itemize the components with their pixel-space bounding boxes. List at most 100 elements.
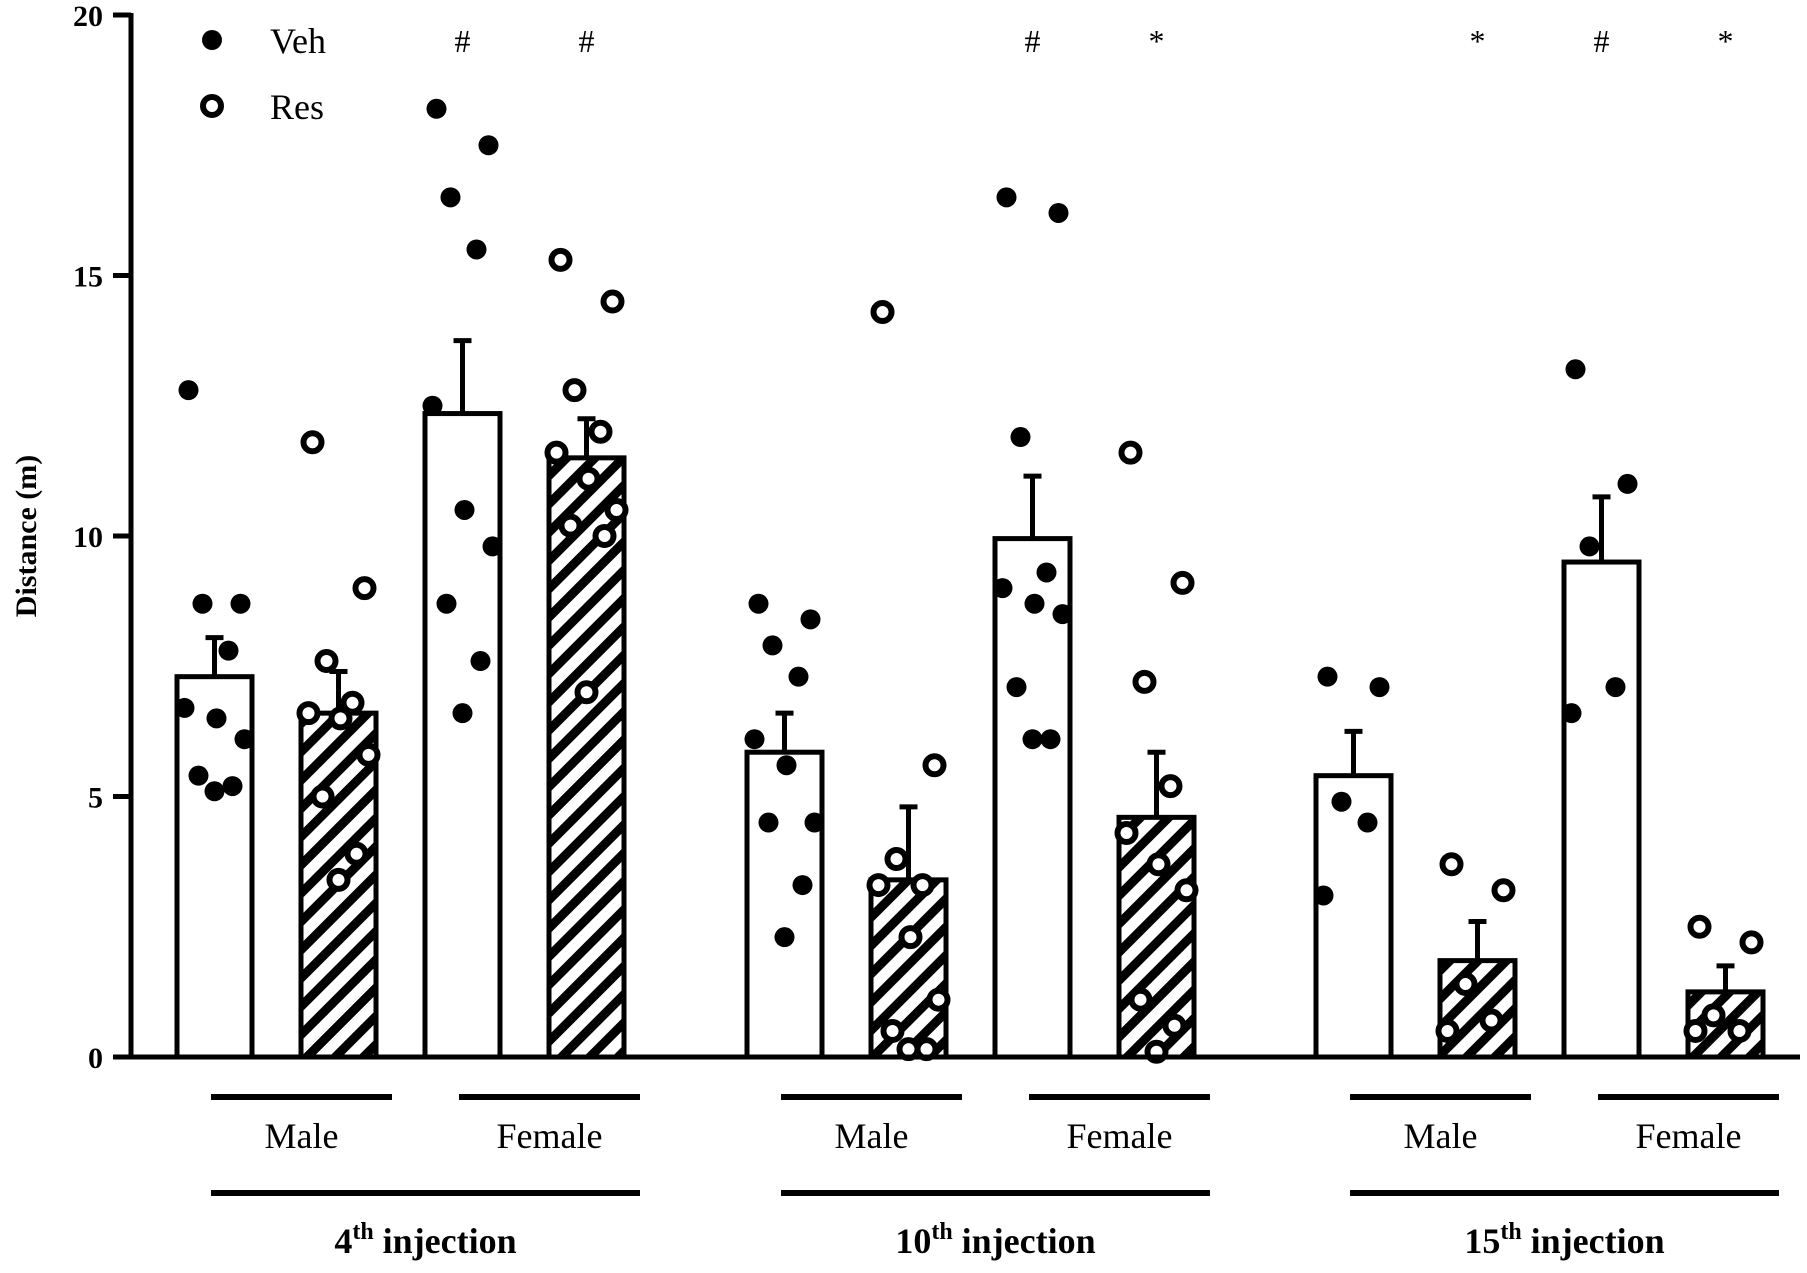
bar-inj2-male-veh (744, 749, 825, 1060)
data-point-inj2-female-veh-6 (1052, 604, 1073, 625)
data-point-inj2-female-veh-5 (1024, 593, 1045, 614)
data-point-inj1-male-res-6 (356, 742, 381, 767)
bar-inj3-male-veh (1313, 773, 1394, 1060)
data-point-inj2-female-veh-4 (992, 578, 1013, 599)
data-point-inj1-male-res-4 (296, 701, 321, 726)
data-point-inj3-female-veh-2 (1579, 536, 1600, 557)
data-point-inj3-male-res-1 (1491, 878, 1516, 903)
points-layer (174, 98, 1764, 1064)
sex-label-inj3-male: Male (1404, 1116, 1478, 1156)
bars-layer (174, 338, 1766, 1060)
significance-inj3-male-res: * (1470, 23, 1486, 59)
data-point-inj1-male-veh-7 (188, 765, 209, 786)
data-point-inj1-male-res-2 (314, 649, 339, 674)
labels-layer: Male # # Female 4th injection Male # * Female 10t… (211, 23, 1779, 1261)
sex-label-inj2-female: Female (1067, 1116, 1173, 1156)
data-point-inj1-male-veh-1 (230, 593, 251, 614)
significance-inj1-female-veh: # (455, 23, 471, 59)
data-point-inj2-male-veh-2 (762, 635, 783, 656)
data-point-inj3-female-res-0 (1687, 914, 1712, 939)
data-point-inj3-male-veh-4 (1313, 885, 1334, 906)
data-point-inj2-male-res-3 (910, 873, 935, 898)
legend: Veh Res (200, 21, 326, 127)
data-point-inj3-male-veh-3 (1357, 812, 1378, 833)
data-point-inj1-female-res-2 (562, 378, 587, 403)
data-point-inj1-female-res-6 (604, 497, 629, 522)
data-point-inj2-male-res-5 (898, 925, 923, 950)
data-point-inj1-male-veh-2 (192, 593, 213, 614)
sex-label-inj2-male: Male (835, 1116, 909, 1156)
data-point-inj1-female-res-0 (548, 247, 573, 272)
data-point-inj1-female-res-4 (544, 440, 569, 465)
data-point-inj3-male-veh-2 (1331, 791, 1352, 812)
data-point-inj2-female-veh-3 (1036, 562, 1057, 583)
data-point-inj1-female-res-7 (558, 513, 583, 538)
data-point-inj2-male-res-0 (870, 299, 895, 324)
y-tick-label-0: 0 (88, 1042, 103, 1075)
data-point-inj2-male-veh-0 (748, 593, 769, 614)
sex-label-inj1-male: Male (265, 1116, 339, 1156)
data-point-inj1-female-res-5 (576, 466, 601, 491)
data-point-inj2-female-res-8 (1162, 1013, 1187, 1038)
data-point-inj3-female-veh-3 (1605, 677, 1626, 698)
significance-inj2-female-veh: # (1025, 23, 1041, 59)
data-point-inj1-female-res-3 (588, 419, 613, 444)
data-point-inj1-male-res-1 (352, 576, 377, 601)
data-point-inj2-male-res-1 (922, 753, 947, 778)
data-point-inj3-female-res-1 (1739, 930, 1764, 955)
data-point-inj1-male-res-9 (326, 867, 351, 892)
data-point-inj2-male-veh-9 (774, 927, 795, 948)
data-point-inj1-female-res-9 (574, 680, 599, 705)
data-point-inj1-male-res-3 (340, 690, 365, 715)
legend-marker-veh (202, 30, 222, 50)
data-point-inj1-male-res-8 (344, 841, 369, 866)
data-point-inj1-female-veh-8 (470, 651, 491, 672)
data-point-inj2-male-veh-4 (744, 729, 765, 750)
y-tick-label-5: 5 (88, 782, 103, 815)
data-point-inj2-female-res-7 (1128, 987, 1153, 1012)
data-point-inj2-female-veh-0 (996, 187, 1017, 208)
data-point-inj1-male-res-0 (300, 430, 325, 455)
data-point-inj2-female-res-0 (1118, 440, 1143, 465)
data-point-inj2-female-res-5 (1146, 852, 1171, 877)
sex-label-inj1-female: Female (497, 1116, 603, 1156)
injection-label-2: 10th injection (895, 1219, 1095, 1261)
y-axis-title: Distance (m) (10, 455, 43, 617)
data-point-inj1-female-veh-3 (466, 239, 487, 260)
data-point-inj1-female-veh-0 (426, 98, 447, 119)
data-point-inj2-male-veh-8 (792, 875, 813, 896)
data-point-inj3-male-res-2 (1453, 972, 1478, 997)
data-point-inj1-female-veh-1 (478, 135, 499, 156)
data-point-inj2-male-res-4 (866, 873, 891, 898)
data-point-inj3-female-res-2 (1701, 1003, 1726, 1028)
significance-inj3-female-veh: # (1594, 23, 1610, 59)
data-point-inj1-male-veh-8 (222, 776, 243, 797)
data-point-inj3-female-veh-1 (1617, 473, 1638, 494)
data-point-inj2-male-res-2 (884, 847, 909, 872)
data-point-inj3-female-res-4 (1683, 1018, 1708, 1043)
legend-marker-res (200, 94, 224, 118)
data-point-inj1-male-veh-4 (174, 697, 195, 718)
data-point-inj3-male-res-3 (1479, 1008, 1504, 1033)
sex-label-inj3-female: Female (1636, 1116, 1742, 1156)
data-point-inj1-male-veh-0 (178, 380, 199, 401)
data-point-inj2-female-res-1 (1170, 570, 1195, 595)
data-point-inj2-male-res-7 (880, 1018, 905, 1043)
data-point-inj3-male-veh-1 (1369, 677, 1390, 698)
data-point-inj1-male-veh-9 (204, 781, 225, 802)
y-tick-label-15: 15 (73, 261, 103, 294)
data-point-inj2-female-veh-9 (1022, 729, 1043, 750)
legend-label-veh: Veh (270, 21, 326, 61)
data-point-inj1-male-veh-5 (206, 708, 227, 729)
injection-label-3: 15th injection (1464, 1219, 1664, 1261)
legend-label-res: Res (270, 87, 324, 127)
data-point-inj1-female-veh-7 (436, 593, 457, 614)
data-point-inj2-female-res-4 (1114, 820, 1139, 845)
data-point-inj2-male-res-6 (926, 987, 951, 1012)
bar-inj3-male-res (1437, 958, 1518, 1060)
data-point-inj2-male-veh-6 (804, 812, 825, 833)
data-point-inj2-female-res-3 (1158, 774, 1183, 799)
data-point-inj1-male-res-7 (310, 784, 335, 809)
data-point-inj1-male-veh-6 (234, 729, 255, 750)
